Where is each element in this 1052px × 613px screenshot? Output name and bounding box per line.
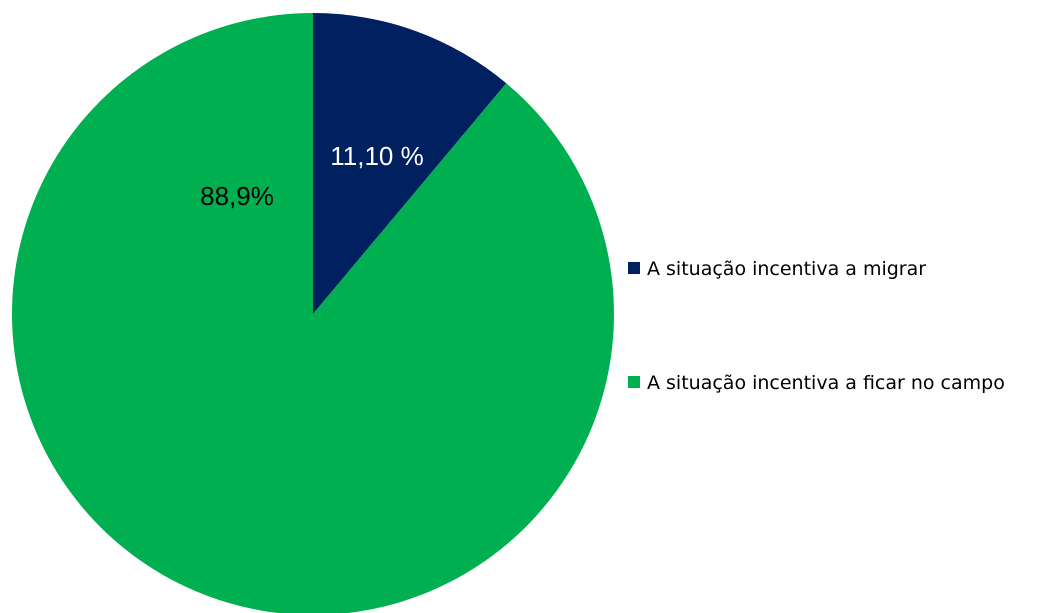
pie-data-label-2: 88,9% — [200, 181, 274, 211]
legend-label-2: A situação incentiva a ficar no campo — [647, 372, 1005, 394]
pie-slices — [12, 13, 614, 613]
legend-swatch-1 — [628, 262, 640, 274]
legend-swatch-2 — [628, 376, 640, 388]
legend-label-1: A situação incentiva a migrar — [647, 258, 926, 280]
legend: A situação incentiva a migrar A situação … — [628, 258, 1005, 394]
legend-item-1: A situação incentiva a migrar — [628, 258, 926, 280]
pie-data-labels: 11,10 % 88,9% — [200, 141, 424, 211]
legend-item-2: A situação incentiva a ficar no campo — [628, 372, 1005, 394]
pie-slice-1 — [313, 13, 507, 314]
pie-data-label-1: 11,10 % — [330, 141, 423, 171]
pie-slice-2 — [12, 13, 614, 613]
